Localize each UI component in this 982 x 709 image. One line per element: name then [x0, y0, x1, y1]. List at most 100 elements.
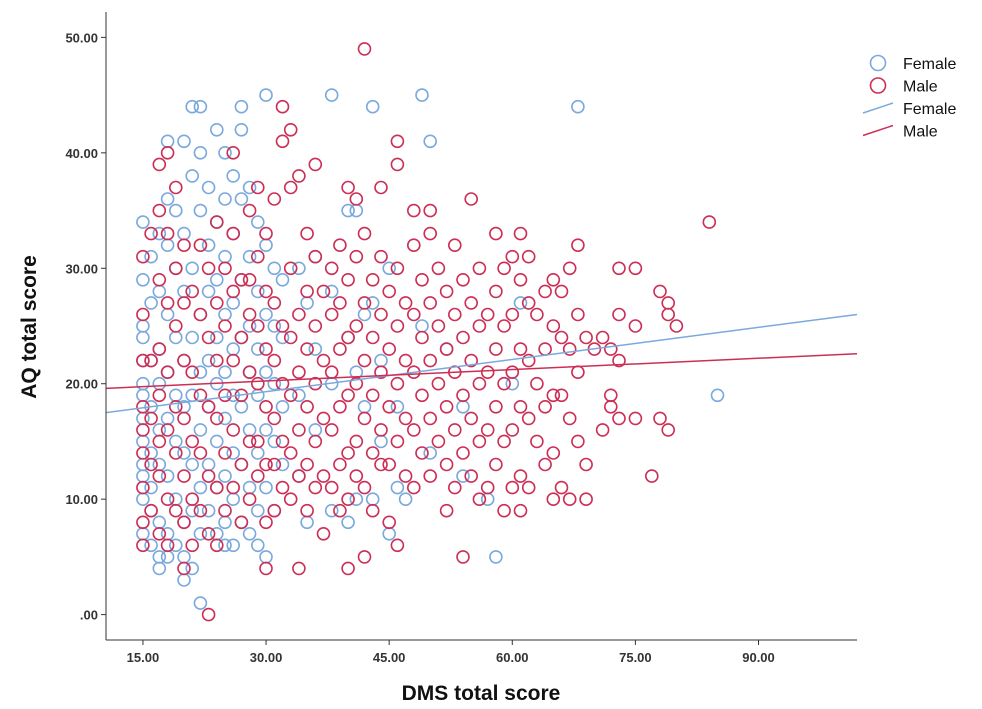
male-point: [571, 238, 585, 252]
male-point: [447, 423, 462, 437]
female-point: [349, 203, 364, 218]
male-point: [275, 319, 290, 333]
female-point: [160, 411, 175, 426]
male-point: [382, 515, 397, 530]
female-point: [390, 480, 405, 495]
male-point: [152, 272, 167, 287]
male-point: [259, 457, 273, 472]
male-point: [275, 134, 290, 149]
male-point: [415, 388, 429, 403]
female-point: [136, 434, 150, 449]
fit-lines: [105, 313, 858, 414]
male-point: [357, 226, 372, 241]
male-point: [169, 446, 183, 460]
female-point: [169, 203, 183, 218]
male-point: [341, 492, 355, 507]
male-point: [513, 399, 528, 414]
male-point: [144, 226, 158, 241]
female-point: [210, 434, 224, 449]
male-point: [259, 515, 273, 530]
female-point: [234, 192, 249, 206]
male-point: [546, 319, 561, 333]
female-point: [185, 99, 199, 114]
male-point: [562, 492, 577, 507]
male-point: [390, 434, 405, 449]
male-point: [160, 226, 175, 241]
male-point: [554, 388, 569, 403]
female-point: [234, 399, 249, 414]
male-point: [267, 192, 282, 206]
female-point: [415, 319, 429, 333]
female-point: [193, 99, 208, 114]
male-point: [513, 342, 528, 356]
female-point: [324, 503, 339, 518]
male-point: [497, 261, 511, 276]
female-points: [136, 88, 725, 610]
legend-line-female: [862, 102, 894, 114]
female-point: [341, 203, 355, 218]
male-point: [374, 457, 388, 472]
y-tick-label: .00: [80, 608, 98, 623]
male-point: [177, 561, 191, 576]
female-point: [160, 192, 175, 206]
male-point: [275, 480, 290, 495]
male-point: [185, 538, 199, 553]
female-point: [357, 307, 372, 322]
male-point: [505, 249, 520, 264]
male-point: [136, 423, 150, 437]
female-point: [259, 365, 273, 380]
female-point: [259, 550, 273, 564]
male-point: [505, 307, 520, 322]
male-point: [612, 411, 626, 426]
male-point: [292, 365, 306, 380]
male-point: [546, 492, 561, 507]
female-point: [177, 446, 191, 460]
male-point: [160, 538, 175, 553]
male-point: [292, 561, 306, 576]
male-point: [341, 180, 355, 195]
male-point: [308, 157, 323, 172]
male-point: [259, 284, 273, 299]
male-point: [415, 330, 429, 345]
male-point: [505, 423, 520, 437]
female-point: [250, 284, 265, 299]
male-point: [234, 330, 249, 345]
female-point: [415, 88, 429, 102]
male-point: [152, 157, 167, 172]
female-point: [267, 319, 282, 333]
female-point: [571, 99, 585, 114]
female-point: [365, 296, 380, 310]
female-point: [226, 296, 240, 310]
male-point: [283, 492, 298, 507]
male-point: [185, 284, 199, 299]
male-point: [423, 353, 438, 368]
male-point: [316, 469, 331, 483]
female-point: [144, 296, 158, 310]
male-point: [308, 319, 323, 333]
x-axis-ticks: 15.00 30.00 45.00 60.00 75.00 90.00: [127, 640, 775, 665]
male-point: [365, 446, 380, 460]
male-point: [349, 376, 364, 391]
male-point: [423, 469, 438, 483]
male-point: [538, 457, 552, 472]
male-point: [136, 538, 150, 553]
male-point: [177, 411, 191, 426]
male-point: [628, 319, 643, 333]
male-point: [456, 330, 470, 345]
male-point: [324, 261, 339, 276]
legend-label: Male: [903, 79, 938, 96]
male-point: [218, 388, 232, 403]
male-point: [398, 469, 413, 483]
female-point: [185, 457, 199, 472]
male-point: [439, 342, 454, 356]
male-point: [431, 376, 446, 391]
male-point: [308, 480, 323, 495]
male-point: [530, 434, 544, 449]
female-point: [267, 261, 282, 276]
male-point: [283, 330, 298, 345]
male-point: [160, 146, 175, 160]
male-point: [218, 503, 232, 518]
male-point: [513, 272, 528, 287]
female-point: [259, 423, 273, 437]
male-point: [464, 411, 479, 426]
